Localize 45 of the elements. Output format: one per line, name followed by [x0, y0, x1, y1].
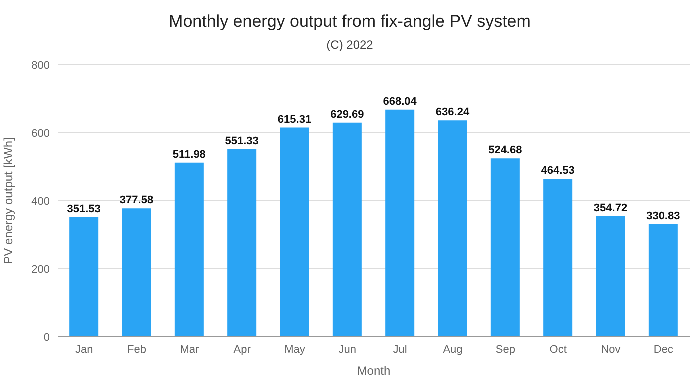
data-label: 615.31 — [278, 114, 312, 126]
x-tick-label: Sep — [496, 344, 516, 356]
bar — [174, 162, 204, 337]
x-tick-label: Nov — [601, 344, 622, 356]
bar — [70, 217, 99, 337]
x-tick-label: Oct — [550, 344, 567, 356]
y-axis-title: PV energy output [kWh] — [1, 138, 16, 264]
bar — [648, 224, 678, 337]
x-tick-label: Feb — [128, 344, 146, 356]
data-label: 377.58 — [120, 194, 154, 207]
data-label: 464.53 — [541, 165, 575, 178]
x-tick-label: May — [284, 344, 306, 356]
x-tick-label: Mar — [180, 344, 200, 356]
x-axis-title: Month — [357, 364, 391, 377]
x-tick-label: Jun — [338, 344, 357, 356]
x-tick-label: Apr — [234, 344, 252, 356]
chart-title: Monthly energy output from fix-angle PV system — [168, 12, 532, 32]
y-tick-label: 800 — [32, 60, 50, 72]
bar — [332, 122, 362, 337]
bar — [544, 179, 573, 337]
chart-subtitle: (C) 2022 — [326, 38, 374, 52]
data-label: 524.68 — [488, 144, 522, 157]
bar — [122, 208, 152, 337]
y-tick-label: 600 — [32, 128, 50, 140]
y-tick-label: 400 — [32, 196, 50, 208]
x-tick-label: Aug — [443, 344, 463, 356]
bar — [280, 128, 310, 337]
x-tick-label: Jan — [75, 344, 94, 356]
data-label: 551.33 — [225, 136, 259, 148]
x-tick-label: Dec — [654, 344, 674, 356]
bar — [386, 110, 415, 337]
data-label: 668.04 — [383, 96, 418, 108]
data-label: 636.24 — [436, 106, 470, 119]
data-label: 354.72 — [594, 202, 628, 214]
data-label: 351.53 — [67, 203, 101, 216]
data-label: 330.83 — [646, 210, 680, 223]
bar — [596, 216, 626, 337]
y-tick-label: 0 — [44, 332, 50, 344]
data-label: 629.69 — [330, 108, 364, 121]
bar — [438, 120, 468, 337]
x-tick-label: Jul — [393, 344, 408, 356]
data-label: 511.98 — [172, 148, 206, 161]
bar — [490, 158, 520, 337]
y-tick-label: 200 — [32, 264, 50, 276]
bar — [228, 150, 257, 337]
